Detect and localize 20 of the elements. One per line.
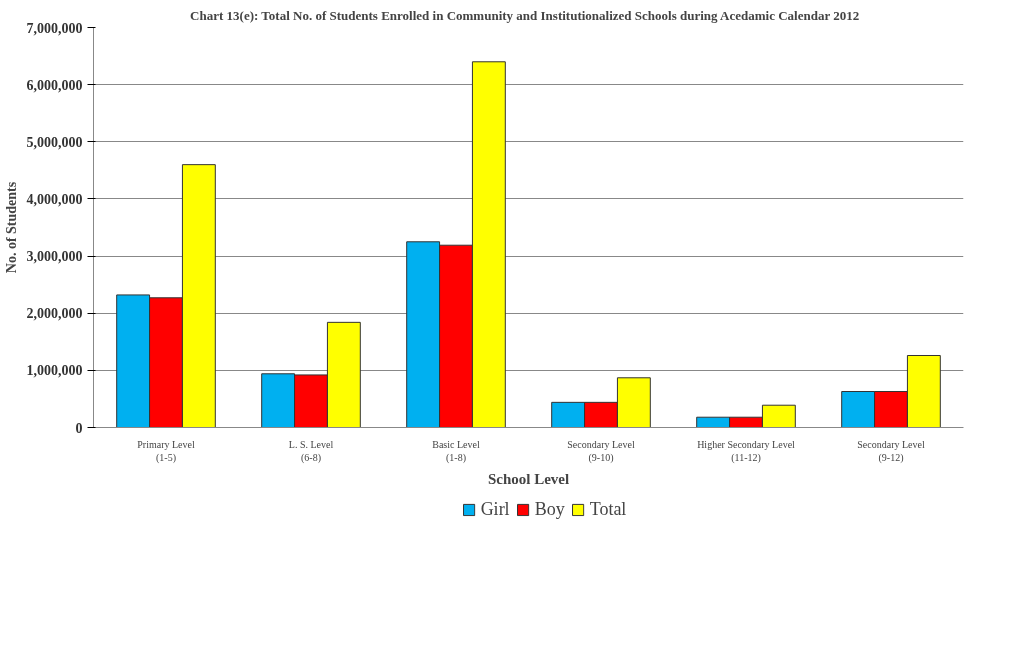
y-tick-label: 2,000,000 [26,306,83,322]
x-tick-label: Primary Level (1-5) [137,438,195,464]
y-tick-label: 4,000,000 [26,191,83,207]
x-tick-label: Higher Secondary Level (11-12) [697,438,796,464]
x-tick-label: Secondary Level (9-12) [857,438,925,464]
legend-label: Girl [480,498,510,520]
y-tick-label: 6,000,000 [26,77,83,93]
x-tick-label: Basic Level (1-8) [432,438,480,464]
y-tick-label: 1,000,000 [26,363,83,379]
y-axis-title: No. of Students [3,181,19,274]
x-axis-title: School Level [487,470,570,487]
x-tick-label: L. S. Level (6-8) [288,438,334,464]
y-tick-label: 0 [75,420,83,436]
legend-label: Total [589,498,627,520]
x-tick-label: Secondary Level (9-10) [567,438,635,464]
chart-title: Chart 13(e): Total No. of Students Enrolled in Community and Institutionalized Schools during Acedamic Calendar 2012 [190,7,860,23]
y-tick-label: 3,000,000 [26,249,83,265]
y-tick-label: 7,000,000 [26,20,83,36]
y-tick-label: 5,000,000 [26,134,83,150]
legend-label: Boy [534,498,565,520]
